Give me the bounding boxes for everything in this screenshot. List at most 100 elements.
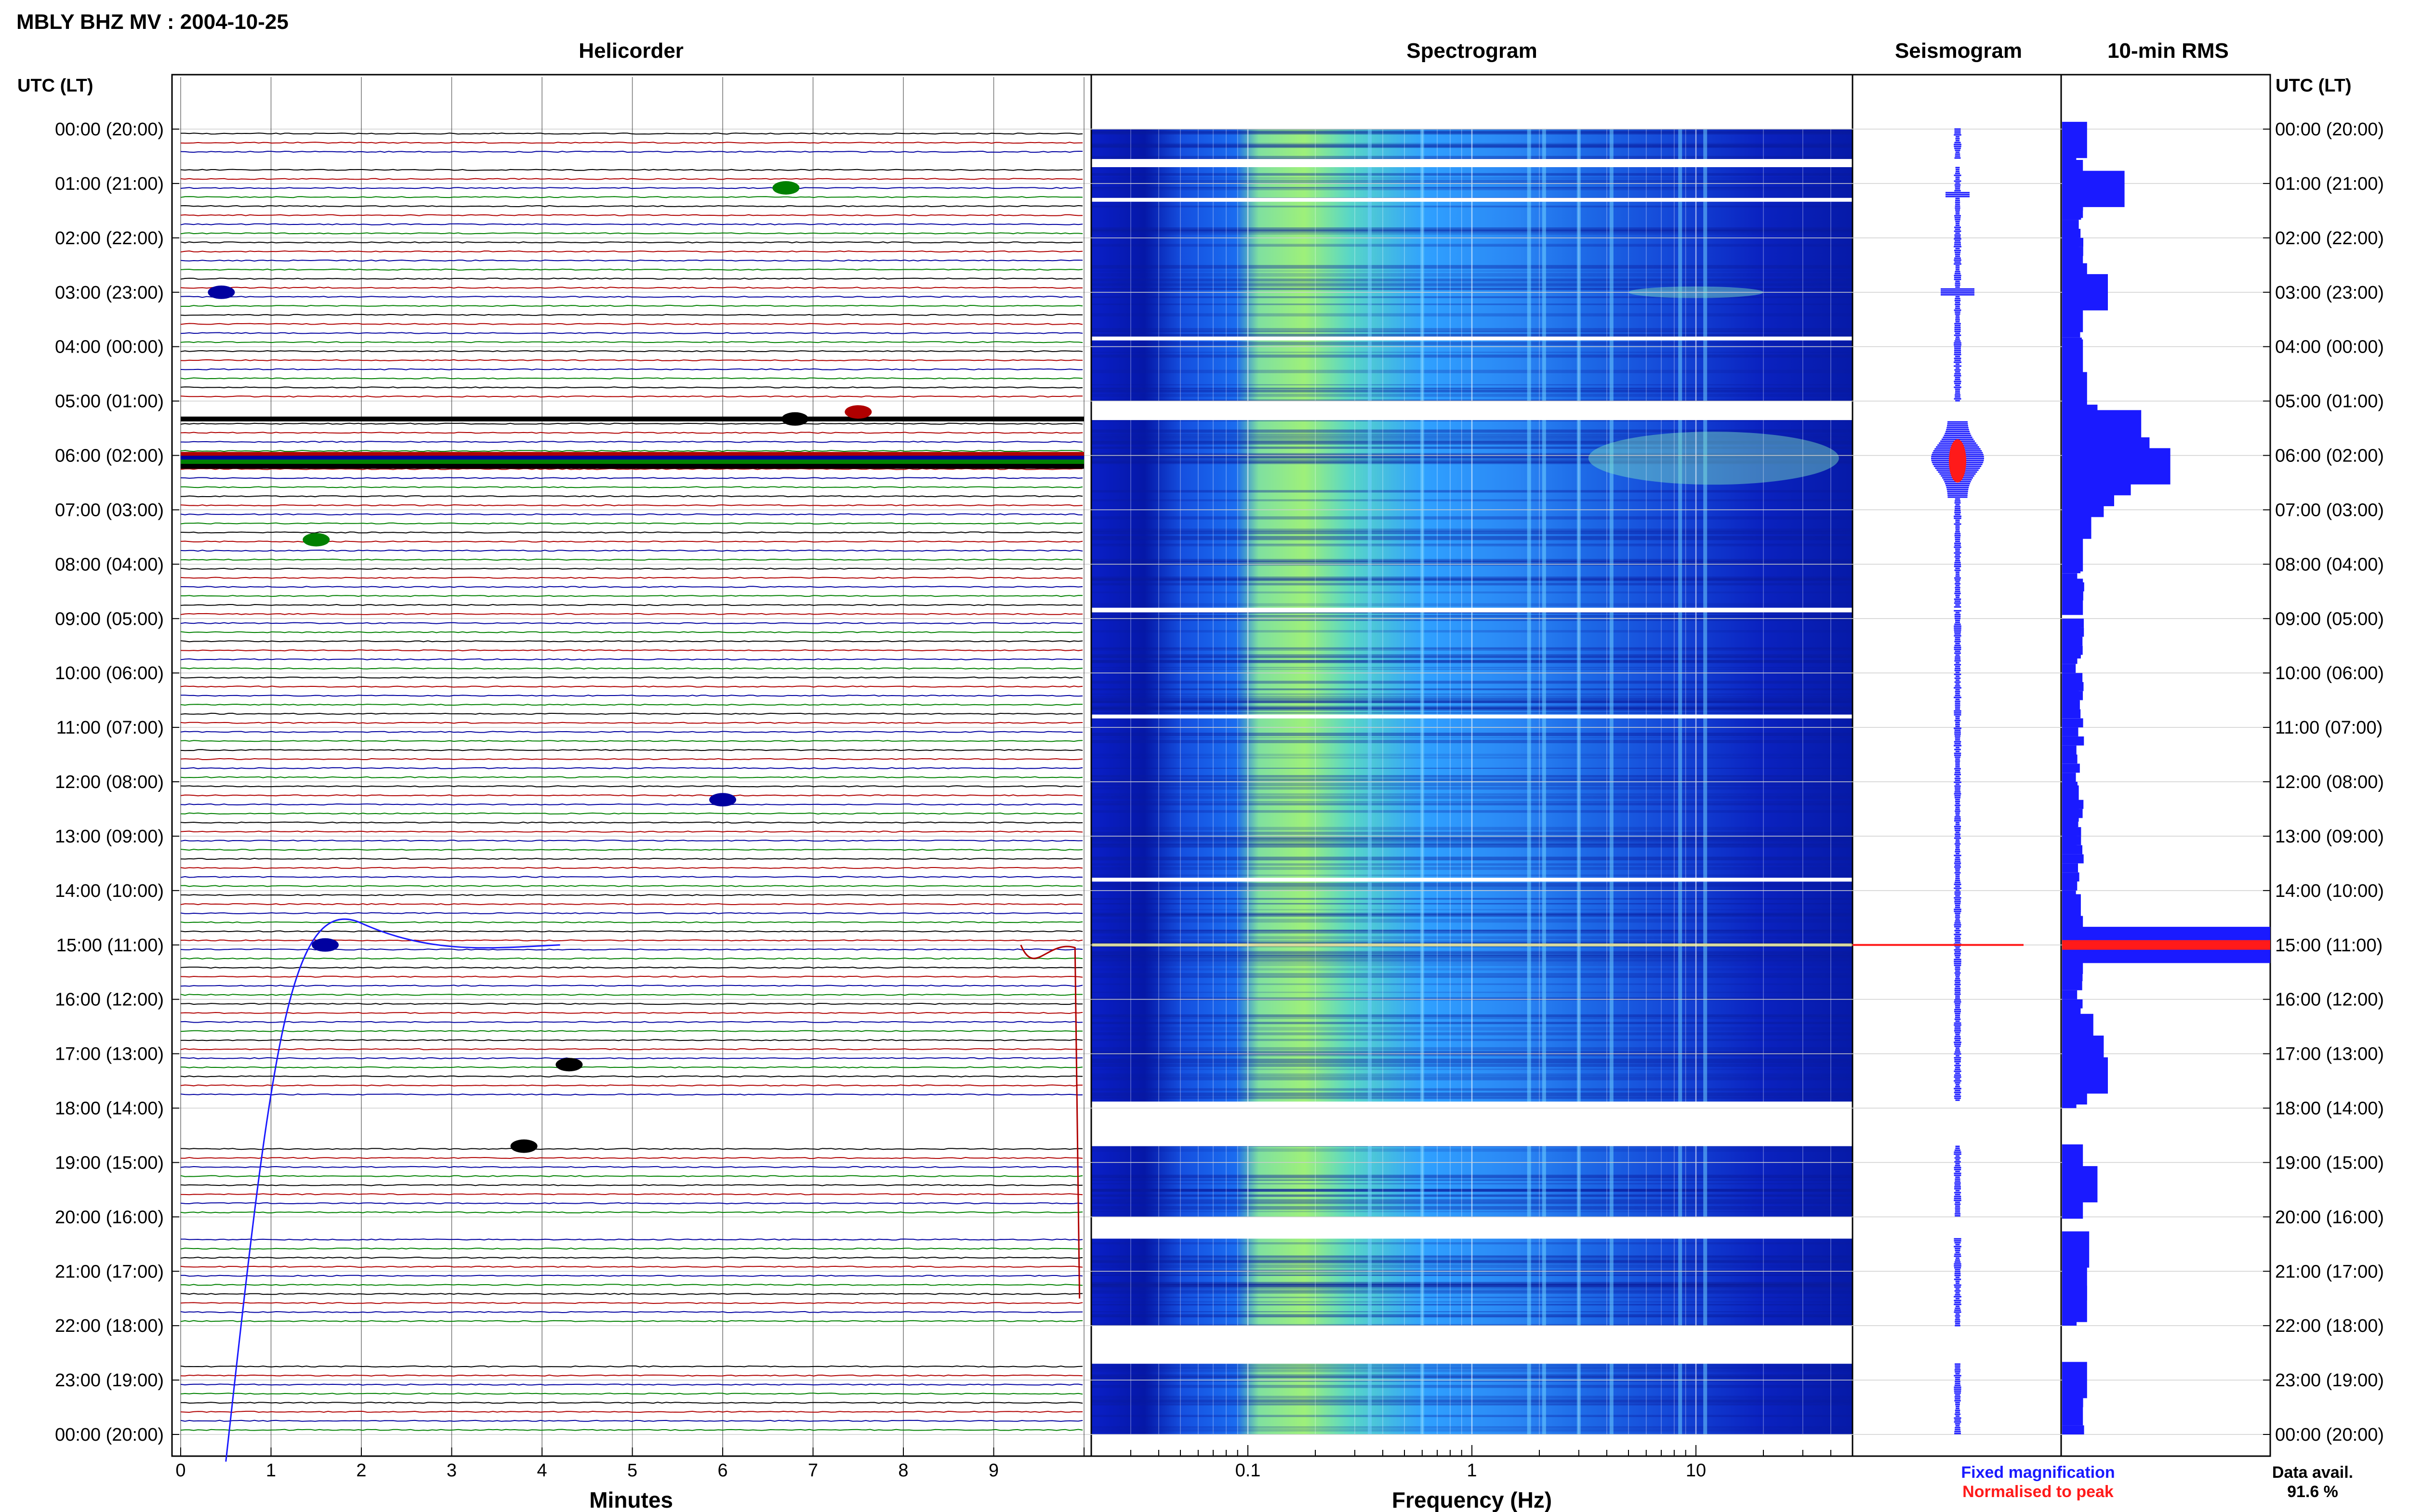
- helicorder-trace: [180, 903, 1083, 906]
- helicorder-trace: [180, 622, 1083, 624]
- helicorder-trace: [180, 223, 1083, 225]
- hour-label-right: 19:00 (15:00): [2275, 1153, 2384, 1173]
- rms-base-bar: [2062, 355, 2078, 365]
- helicorder-trace: [180, 840, 1083, 842]
- helicorder-trace: [180, 422, 1083, 425]
- rms-base-bar: [2062, 890, 2076, 900]
- rms-base-bar: [2062, 491, 2076, 501]
- rms-base-bar: [2062, 1398, 2083, 1407]
- rms-base-bar: [2062, 763, 2080, 773]
- helicorder-trace: [180, 522, 1083, 525]
- hour-label-left: 22:00 (18:00): [55, 1316, 164, 1336]
- rms-base-bar: [2062, 745, 2077, 755]
- frequency-tick-label: 1: [1467, 1460, 1477, 1481]
- helicorder-trace: [180, 1057, 1083, 1060]
- plot-title: MBLY BHZ MV : 2004-10-25: [16, 10, 289, 34]
- rms-base-bar: [2062, 1171, 2080, 1181]
- rms-base-bar: [2062, 183, 2082, 193]
- rms-base-bar: [2062, 908, 2080, 918]
- seismogram-normalised-peak: [1949, 439, 1966, 483]
- helicorder-trace: [180, 667, 1083, 670]
- rms-base-bar: [2062, 1189, 2083, 1199]
- helicorder-trace: [180, 205, 1083, 208]
- hour-label-right: 01:00 (21:00): [2275, 174, 2384, 194]
- helicorder-event: [303, 533, 330, 547]
- rms-base-bar: [2062, 1289, 2084, 1299]
- minute-tick-label: 6: [717, 1460, 728, 1481]
- rms-base-bar: [2062, 809, 2083, 818]
- helicorder-trace: [180, 232, 1083, 235]
- hour-label-right: 09:00 (05:00): [2275, 609, 2384, 629]
- rms-base-bar: [2062, 174, 2081, 184]
- helicorder-trace: [180, 1012, 1083, 1014]
- helicorder-trace: [180, 432, 1083, 434]
- helicorder-trace: [180, 649, 1083, 652]
- rms-base-bar: [2062, 1026, 2079, 1036]
- helicorder-trace: [180, 187, 1083, 189]
- rms-base-bar: [2062, 319, 2083, 329]
- hour-label-left: 04:00 (00:00): [55, 337, 164, 357]
- rms-base-bar: [2062, 138, 2082, 147]
- helicorder-transient-blue: [225, 918, 560, 1462]
- rms-base-bar: [2062, 256, 2080, 265]
- rms-base-bar: [2062, 1208, 2080, 1217]
- rms-base-bar: [2062, 1035, 2079, 1045]
- frequency-tick-label: 10: [1686, 1460, 1706, 1481]
- hour-label-left: 19:00 (15:00): [55, 1153, 164, 1173]
- helicorder-transient-red: [1020, 945, 1081, 1299]
- helicorder-trace: [180, 1039, 1083, 1041]
- helicorder-trace: [180, 613, 1083, 615]
- rms-base-bar: [2062, 1244, 2081, 1253]
- helicorder-trace: [180, 957, 1083, 960]
- hour-label-right: 20:00 (16:00): [2275, 1207, 2384, 1227]
- helicorder-trace: [180, 1021, 1083, 1023]
- helicorder-trace: [180, 477, 1083, 479]
- helicorder-trace: [180, 767, 1083, 769]
- rms-base-bar: [2062, 365, 2079, 374]
- helicorder-trace: [180, 504, 1083, 507]
- rms-base-bar: [2062, 446, 2079, 456]
- hour-label-right: 16:00 (12:00): [2275, 990, 2384, 1010]
- helicorder-trace: [180, 1048, 1083, 1051]
- rms-base-bar: [2062, 1072, 2081, 1081]
- rms-base-bar: [2062, 129, 2081, 138]
- helicorder-trace: [180, 712, 1083, 715]
- helicorder-noise-band: [181, 416, 1084, 421]
- helicorder-trace: [180, 1293, 1083, 1295]
- rms-base-bar: [2062, 927, 2078, 936]
- hour-label-right: 17:00 (13:00): [2275, 1044, 2384, 1065]
- helicorder-trace: [180, 577, 1083, 579]
- rms-base-bar: [2062, 337, 2082, 347]
- frequency-tick-label: 0.1: [1235, 1460, 1261, 1481]
- hour-label-right: 00:00 (20:00): [2275, 119, 2384, 140]
- rms-base-bar: [2062, 1262, 2078, 1272]
- rms-base-bar: [2062, 972, 2083, 981]
- rms-base-bar: [2062, 990, 2078, 999]
- helicorder-trace: [180, 631, 1083, 633]
- hour-label-left: 00:00 (20:00): [55, 119, 164, 140]
- rms-base-bar: [2062, 773, 2076, 782]
- rms-base-bar: [2062, 981, 2082, 990]
- rms-base-bar: [2062, 455, 2078, 465]
- hour-label-right: 06:00 (02:00): [2275, 446, 2384, 466]
- rms-base-bar: [2062, 1181, 2081, 1190]
- minute-tick-label: 8: [898, 1460, 908, 1481]
- rms-base-bar: [2062, 818, 2078, 828]
- helicorder-event: [781, 412, 808, 426]
- helicorder-trace: [180, 359, 1083, 362]
- helicorder-trace: [180, 1248, 1083, 1250]
- rms-base-bar: [2062, 918, 2078, 927]
- rms-base-bar: [2062, 727, 2078, 736]
- rms-base-bar: [2062, 564, 2081, 574]
- rms-base-bar: [2062, 754, 2078, 764]
- hour-label-left: 20:00 (16:00): [55, 1207, 164, 1227]
- helicorder-trace: [180, 268, 1083, 271]
- hour-label-left: 06:00 (02:00): [55, 446, 164, 466]
- hour-label-right: 00:00 (20:00): [2275, 1425, 2384, 1445]
- helicorder-trace: [180, 377, 1083, 380]
- rms-base-bar: [2062, 500, 2082, 510]
- rms-base-bar: [2062, 147, 2080, 157]
- hour-label-left: 12:00 (08:00): [55, 772, 164, 792]
- rms-base-bar: [2062, 655, 2078, 664]
- helicorder-trace: [181, 1238, 1083, 1241]
